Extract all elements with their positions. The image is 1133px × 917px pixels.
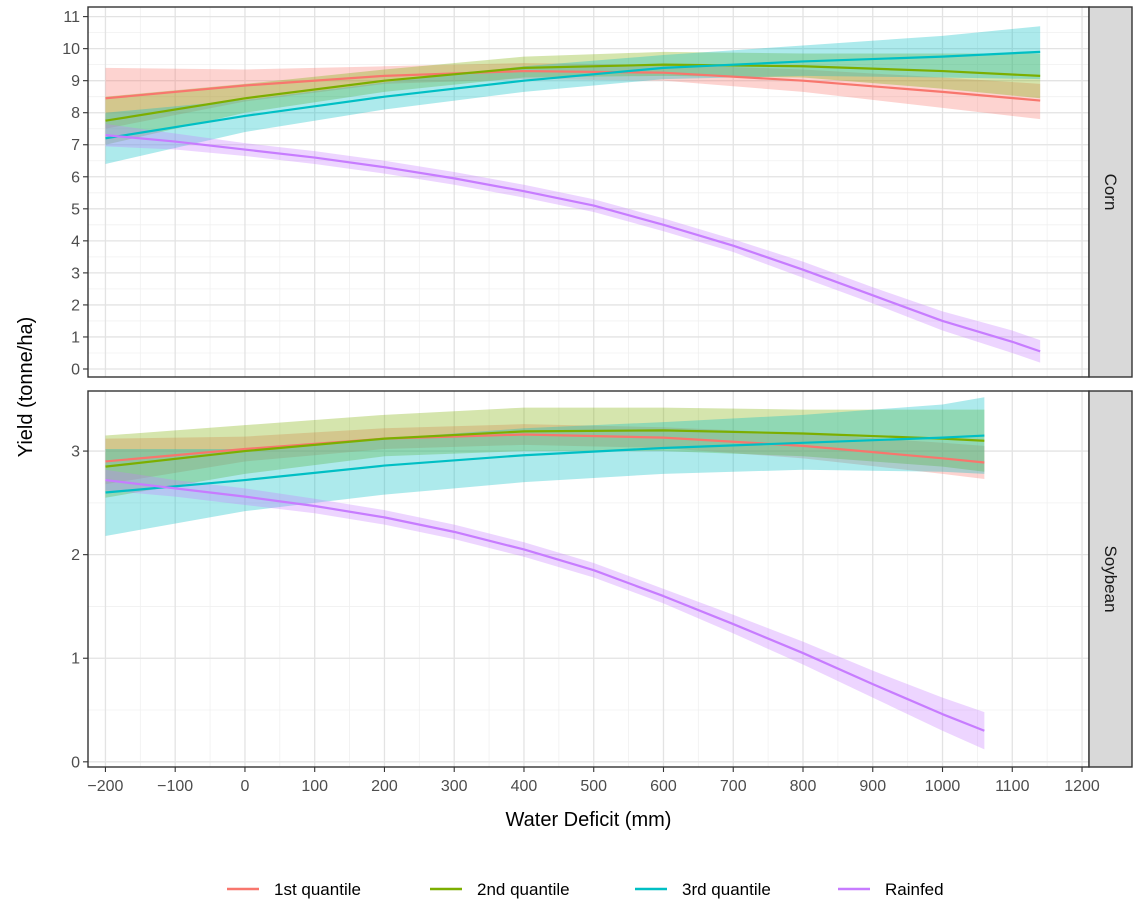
- x-tick-label: −200: [87, 778, 123, 795]
- x-tick-label: 700: [720, 778, 747, 795]
- facet-strip-label: Soybean: [1101, 545, 1120, 612]
- facet-strip-label: Corn: [1101, 174, 1120, 211]
- confidence-band-2nd-quantile: [105, 407, 985, 498]
- legend-label: Rainfed: [885, 880, 944, 899]
- x-axis-title: Water Deficit (mm): [506, 809, 672, 831]
- x-tick-label: 0: [240, 778, 249, 795]
- series-line-2nd-quantile: [105, 63, 1041, 122]
- facet-strip: [1088, 6, 1133, 378]
- x-tick-label: 300: [441, 778, 468, 795]
- x-tick-label: 500: [580, 778, 607, 795]
- series-line-rainfed: [105, 478, 985, 732]
- y-tick-label: 2: [71, 547, 80, 564]
- series-line-1st-quantile: [105, 433, 985, 464]
- x-tick-label: −100: [157, 778, 193, 795]
- y-tick-label: 6: [71, 169, 80, 186]
- facet-panel-soybean: 0 1 2 3 Soybean: [71, 390, 1133, 771]
- y-tick-label: 10: [62, 41, 80, 58]
- y-tick-label: 3: [71, 444, 80, 461]
- y-tick-label: 3: [71, 265, 80, 282]
- y-tick-label: 0: [71, 754, 80, 771]
- legend-label: 3rd quantile: [682, 880, 771, 899]
- facet-panel-corn: 0 1 2 3 4 5 6 7 8 9 10 11 Corn: [62, 6, 1133, 378]
- series-line-3rd-quantile: [105, 434, 985, 494]
- x-tick-label: 800: [790, 778, 817, 795]
- legend: 1st quantile 2nd quantile 3rd quantile Rain…: [227, 880, 944, 899]
- series-line-rainfed: [105, 134, 1041, 353]
- y-tick-label: 7: [71, 137, 80, 154]
- y-tick-label: 1: [71, 651, 80, 668]
- x-tick-label: 1000: [925, 778, 961, 795]
- y-tick-label: 11: [63, 9, 80, 26]
- y-tick-label: 5: [71, 201, 80, 218]
- x-tick-label: 600: [650, 778, 677, 795]
- legend-label: 2nd quantile: [477, 880, 570, 899]
- y-tick-label: 8: [71, 105, 80, 122]
- series-line-1st-quantile: [105, 69, 1041, 102]
- facet-strip: [1088, 390, 1133, 768]
- x-tick-label: 400: [511, 778, 538, 795]
- y-tick-label: 4: [71, 233, 80, 250]
- legend-label: 1st quantile: [274, 880, 361, 899]
- x-tick-label: 100: [301, 778, 328, 795]
- series-line-3rd-quantile: [105, 50, 1041, 140]
- x-tick-label: 200: [371, 778, 398, 795]
- y-axis-title: Yield (tonne/ha): [15, 317, 37, 457]
- x-tick-label: 1200: [1064, 778, 1100, 795]
- panel-background: [88, 7, 1089, 377]
- confidence-band-2nd-quantile: [105, 51, 1041, 145]
- y-tick-label: 1: [71, 329, 80, 346]
- y-tick-label: 2: [71, 297, 80, 314]
- confidence-band-rainfed: [105, 469, 985, 750]
- x-tick-label: 1100: [995, 778, 1030, 795]
- confidence-band-rainfed: [105, 123, 1041, 363]
- confidence-band-1st-quantile: [105, 424, 985, 485]
- y-tick-label: 0: [71, 361, 80, 378]
- y-tick-label: 9: [71, 73, 80, 90]
- x-tick-label: 900: [859, 778, 886, 795]
